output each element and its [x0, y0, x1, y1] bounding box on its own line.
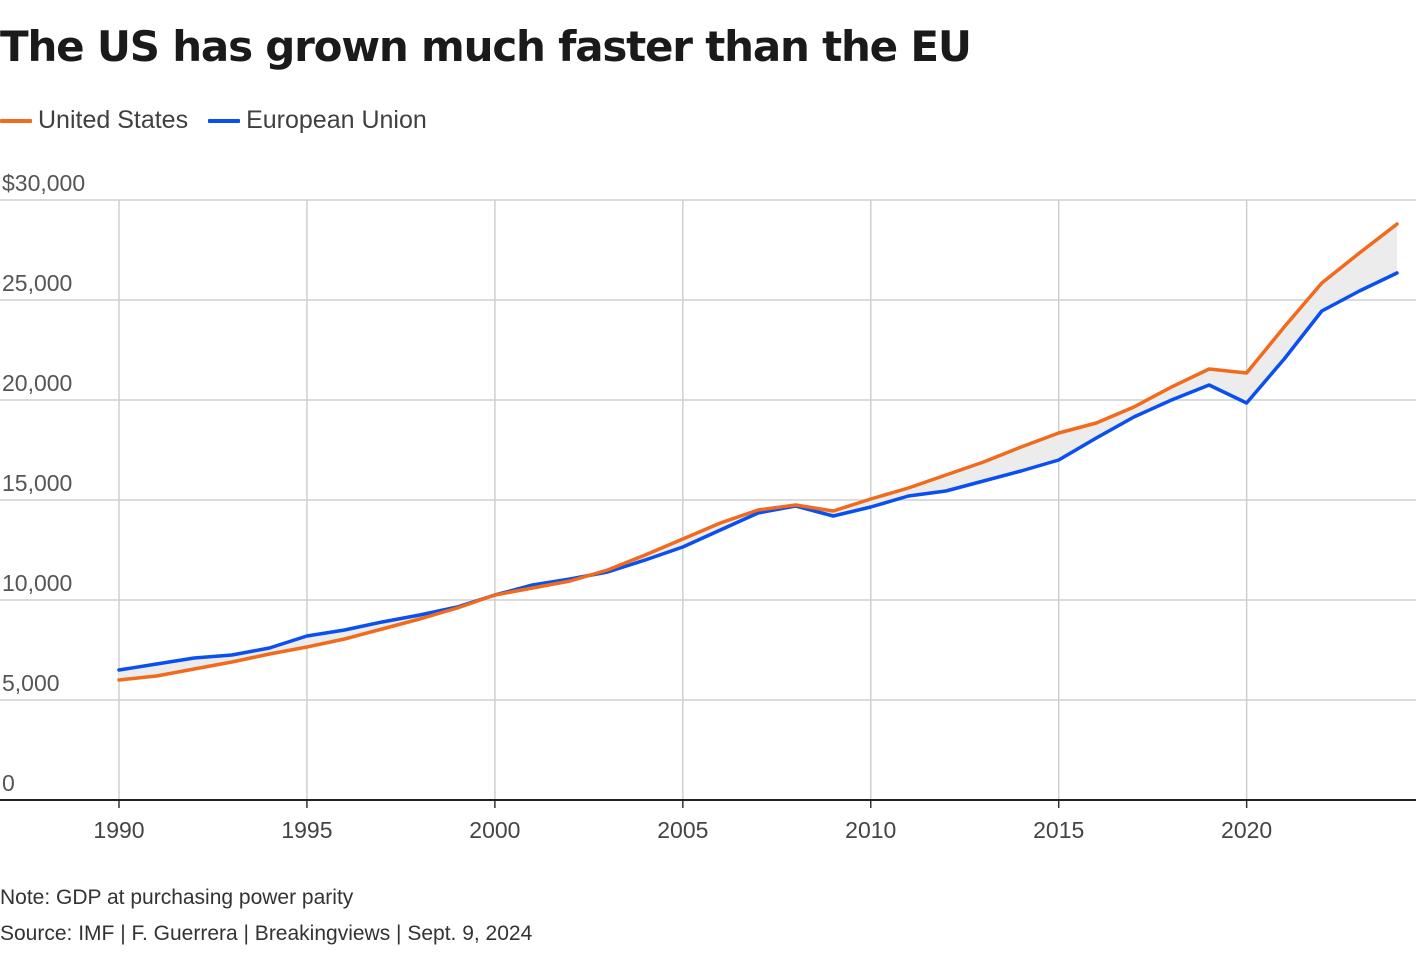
y-tick-label: 15,000 [2, 470, 72, 496]
line-chart: 0 5,000 10,000 15,000 20,000 25,000 $30,000 199… [0, 170, 1416, 843]
y-tick-label: 0 [2, 770, 15, 796]
series-line-european-union [117, 271, 1399, 672]
series-line-united-states [117, 222, 1399, 682]
legend-swatch-european-union [208, 118, 241, 123]
gridlines [0, 199, 1416, 800]
x-tick-label: 1990 [93, 817, 144, 843]
axes: 0 5,000 10,000 15,000 20,000 25,000 $30,000 199… [0, 170, 1416, 843]
chart-source: Source: IMF | F. Guerrera | Breakingview… [0, 922, 533, 945]
y-tick-label: $30,000 [2, 170, 85, 196]
chart-note: Note: GDP at purchasing power parity [0, 886, 354, 909]
x-tick-label: 2020 [1221, 817, 1272, 843]
y-tick-label: 20,000 [2, 370, 72, 396]
legend-label-united-states: United States [38, 106, 189, 134]
y-tick-label: 10,000 [2, 570, 72, 596]
x-tick-label: 1995 [281, 817, 332, 843]
legend-item-united-states: United States [0, 106, 188, 135]
y-tick-label: 25,000 [2, 270, 72, 296]
y-tick-label: 5,000 [2, 670, 60, 696]
series-lines [117, 222, 1399, 682]
gap-fill-area [119, 224, 1397, 680]
legend-item-european-union: European Union [208, 106, 427, 135]
gap-area [119, 224, 1397, 680]
x-tick-label: 2015 [1033, 817, 1084, 843]
x-tick-label: 2000 [469, 817, 520, 843]
legend-swatch-united-states [0, 118, 32, 123]
x-tick-label: 2010 [845, 817, 896, 843]
legend-label-european-union: European Union [246, 106, 427, 134]
x-tick-label: 2005 [657, 817, 708, 843]
chart-legend: United States European Union [0, 106, 447, 135]
chart-title: The US has grown much faster than the EU [0, 22, 972, 71]
